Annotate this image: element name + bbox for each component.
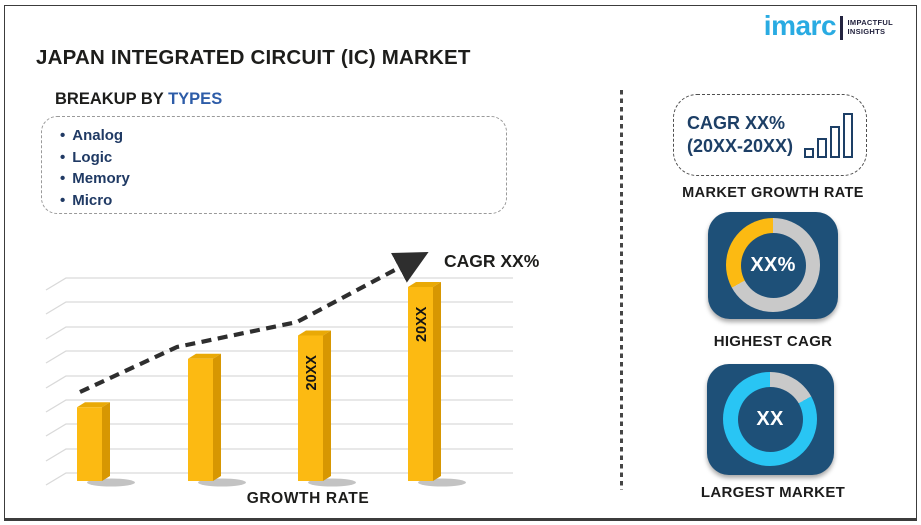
breakup-prefix: BREAKUP BY bbox=[55, 90, 169, 108]
highest-cagr-donut: XX% bbox=[726, 218, 820, 312]
type-item: • Memory bbox=[60, 170, 130, 187]
bar bbox=[77, 407, 102, 481]
bar-year-label: 20XX bbox=[304, 355, 320, 391]
type-item: • Logic bbox=[60, 148, 113, 166]
page-title: JAPAN INTEGRATED CIRCUIT (IC) MARKET bbox=[36, 46, 471, 69]
growth-rate-chart-svg: 20XX 20XX CAGR XX% GROWTH RATE bbox=[45, 251, 540, 507]
gridline bbox=[45, 301, 513, 315]
types-list: • Analog • Logic • Memory • Micro bbox=[60, 125, 496, 211]
gridline bbox=[45, 423, 513, 437]
cagr-box: CAGR XX% (20XX-20XX) bbox=[673, 94, 867, 176]
bar-top-face bbox=[298, 330, 331, 336]
largest-market-value: XX bbox=[756, 407, 784, 430]
cagr-box-text: CAGR XX% (20XX-20XX) bbox=[687, 112, 793, 158]
x-axis-label: GROWTH RATE bbox=[247, 490, 370, 507]
logo-tagline-line2: INSIGHTS bbox=[847, 27, 886, 36]
bar bbox=[188, 358, 213, 481]
section-divider bbox=[620, 90, 623, 490]
logo-tagline: IMPACTFUL INSIGHTS bbox=[848, 18, 893, 36]
gridline bbox=[45, 277, 513, 291]
bar-top-face bbox=[408, 282, 441, 287]
bar-top-face bbox=[77, 402, 110, 408]
bullet-icon: • bbox=[60, 148, 66, 166]
trend-line bbox=[79, 252, 429, 394]
gridline bbox=[45, 399, 513, 413]
gridline bbox=[45, 448, 513, 462]
gridline bbox=[45, 326, 513, 340]
bar-year-label: 20XX bbox=[414, 306, 430, 342]
type-item: • Analog bbox=[60, 127, 124, 144]
donut-hole bbox=[737, 386, 803, 452]
imarc-logo: imarc IMPACTFUL INSIGHTS bbox=[763, 10, 893, 41]
logo-wordmark: imarc bbox=[763, 10, 837, 41]
market-growth-rate-caption: MARKET GROWTH RATE bbox=[682, 185, 864, 201]
highest-cagr-value: XX% bbox=[750, 253, 796, 276]
types-box: • Analog • Logic • Memory • Micro bbox=[41, 116, 507, 214]
cagr-box-line2: (20XX-20XX) bbox=[686, 136, 794, 156]
highest-cagr-tile: XX% bbox=[708, 212, 838, 319]
bullet-icon: • bbox=[60, 191, 66, 209]
bar bbox=[408, 287, 433, 481]
bar bbox=[298, 335, 323, 481]
grid-group bbox=[45, 277, 513, 486]
rising-bars-icon bbox=[804, 112, 854, 158]
growth-rate-chart: 20XX 20XX CAGR XX% GROWTH RATE bbox=[40, 240, 600, 515]
donut-hole bbox=[740, 232, 806, 298]
largest-market-tile: XX bbox=[707, 364, 834, 475]
gridline bbox=[45, 472, 513, 486]
cagr-box-line1: CAGR XX% bbox=[686, 113, 785, 133]
breakup-heading: BREAKUP BY TYPES bbox=[55, 90, 222, 109]
bar-side-face bbox=[433, 282, 441, 481]
trend-label: CAGR XX% bbox=[444, 251, 540, 271]
type-item: • Micro bbox=[60, 191, 113, 209]
breakup-highlight: TYPES bbox=[168, 90, 223, 108]
logo-divider bbox=[840, 16, 843, 40]
bullet-icon: • bbox=[60, 170, 66, 187]
bullet-icon: • bbox=[60, 127, 66, 144]
gridline bbox=[45, 350, 513, 364]
largest-market-caption: LARGEST MARKET bbox=[700, 484, 846, 501]
largest-market-donut: XX bbox=[723, 372, 817, 466]
highest-cagr-caption: HIGHEST CAGR bbox=[713, 333, 833, 350]
gridline bbox=[45, 375, 513, 389]
bar-side-face bbox=[213, 353, 221, 481]
bars-group: 20XX 20XX bbox=[77, 282, 466, 487]
bar-side-face bbox=[102, 402, 110, 481]
bar-top-face bbox=[188, 353, 221, 359]
bar-side-face bbox=[323, 330, 331, 481]
logo-tagline-line1: IMPACTFUL bbox=[847, 18, 893, 27]
